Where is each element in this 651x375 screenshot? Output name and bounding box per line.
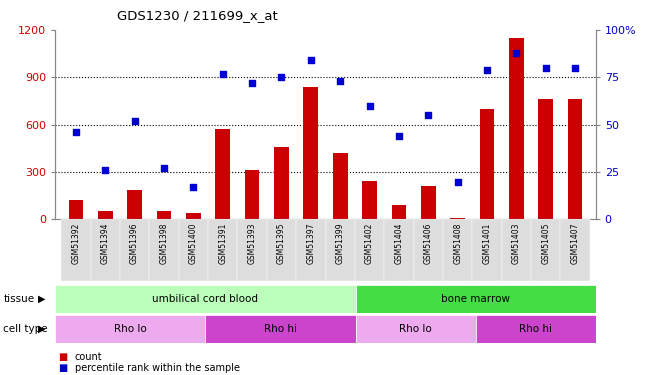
Point: [188, 184, 199, 190]
Point: [511, 50, 521, 56]
Text: umbilical cord blood: umbilical cord blood: [152, 294, 258, 304]
Text: ▶: ▶: [38, 294, 46, 304]
Bar: [149, 219, 178, 281]
Bar: [450, 218, 465, 219]
Bar: [355, 219, 384, 281]
Text: GSM51407: GSM51407: [571, 222, 579, 264]
Bar: [90, 219, 120, 281]
Bar: [568, 99, 583, 219]
Point: [247, 80, 257, 86]
Bar: [206, 315, 355, 343]
Bar: [55, 285, 355, 313]
Bar: [267, 219, 296, 281]
Bar: [476, 315, 596, 343]
Bar: [128, 190, 142, 219]
Bar: [55, 315, 206, 343]
Bar: [274, 147, 289, 219]
Bar: [443, 219, 473, 281]
Bar: [473, 219, 502, 281]
Bar: [98, 211, 113, 219]
Text: GSM51394: GSM51394: [101, 222, 110, 264]
Point: [482, 67, 492, 73]
Point: [71, 129, 81, 135]
Bar: [333, 153, 348, 219]
Point: [130, 118, 140, 124]
Bar: [303, 87, 318, 219]
Text: GSM51393: GSM51393: [247, 222, 256, 264]
Point: [159, 165, 169, 171]
Bar: [326, 219, 355, 281]
Bar: [355, 315, 476, 343]
Bar: [391, 205, 406, 219]
Text: GSM51392: GSM51392: [72, 222, 80, 264]
Text: Rho lo: Rho lo: [399, 324, 432, 334]
Bar: [421, 186, 436, 219]
Bar: [208, 219, 238, 281]
Point: [217, 70, 228, 76]
Bar: [538, 99, 553, 219]
Point: [540, 65, 551, 71]
Bar: [120, 219, 149, 281]
Text: cell type: cell type: [3, 324, 48, 334]
Bar: [61, 219, 90, 281]
Bar: [384, 219, 413, 281]
Point: [452, 178, 463, 184]
Text: bone marrow: bone marrow: [441, 294, 510, 304]
Bar: [186, 213, 201, 219]
Text: GSM51402: GSM51402: [365, 222, 374, 264]
Text: GSM51397: GSM51397: [307, 222, 315, 264]
Bar: [355, 285, 596, 313]
Bar: [245, 171, 260, 219]
Point: [335, 78, 346, 84]
Text: GSM51404: GSM51404: [395, 222, 404, 264]
Point: [100, 167, 111, 173]
Bar: [561, 219, 590, 281]
Text: ■: ■: [59, 352, 68, 362]
Point: [423, 112, 434, 118]
Text: GSM51399: GSM51399: [336, 222, 344, 264]
Text: GDS1230 / 211699_x_at: GDS1230 / 211699_x_at: [117, 9, 278, 22]
Bar: [502, 219, 531, 281]
Point: [365, 103, 375, 109]
Text: Rho lo: Rho lo: [114, 324, 146, 334]
Bar: [178, 219, 208, 281]
Bar: [480, 109, 494, 219]
Point: [394, 133, 404, 139]
Text: GSM51396: GSM51396: [130, 222, 139, 264]
Text: tissue: tissue: [3, 294, 35, 304]
Bar: [296, 219, 326, 281]
Text: GSM51391: GSM51391: [218, 222, 227, 264]
Text: GSM51395: GSM51395: [277, 222, 286, 264]
Bar: [413, 219, 443, 281]
Text: GSM51400: GSM51400: [189, 222, 198, 264]
Text: count: count: [75, 352, 102, 362]
Text: Rho hi: Rho hi: [519, 324, 552, 334]
Text: percentile rank within the sample: percentile rank within the sample: [75, 363, 240, 373]
Text: GSM51408: GSM51408: [453, 222, 462, 264]
Text: GSM51406: GSM51406: [424, 222, 433, 264]
Text: GSM51401: GSM51401: [482, 222, 492, 264]
Text: Rho hi: Rho hi: [264, 324, 297, 334]
Bar: [509, 38, 523, 219]
Text: GSM51398: GSM51398: [159, 222, 169, 264]
Point: [276, 74, 286, 80]
Text: GSM51403: GSM51403: [512, 222, 521, 264]
Text: ■: ■: [59, 363, 68, 373]
Point: [305, 57, 316, 63]
Text: ▶: ▶: [38, 324, 46, 334]
Point: [570, 65, 580, 71]
Bar: [238, 219, 267, 281]
Text: GSM51405: GSM51405: [541, 222, 550, 264]
Bar: [362, 181, 377, 219]
Bar: [157, 211, 171, 219]
Bar: [68, 200, 83, 219]
Bar: [215, 129, 230, 219]
Bar: [531, 219, 561, 281]
